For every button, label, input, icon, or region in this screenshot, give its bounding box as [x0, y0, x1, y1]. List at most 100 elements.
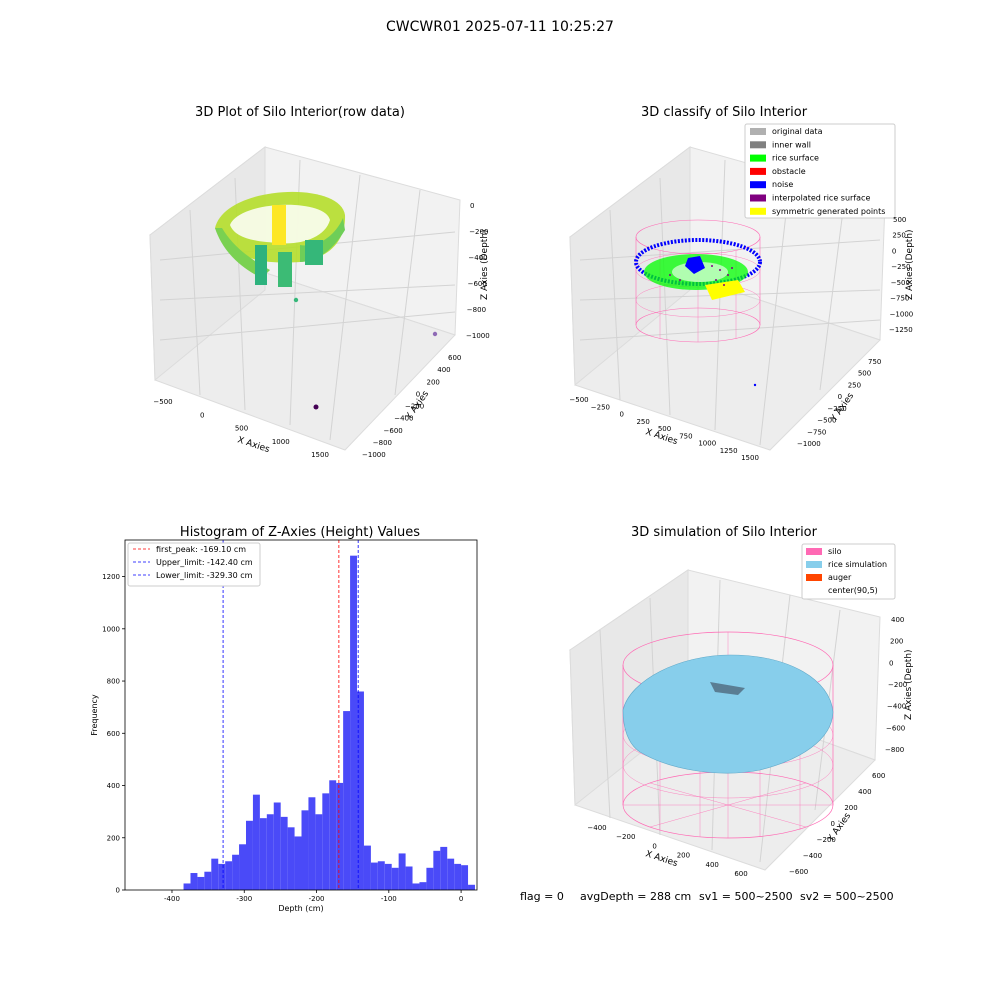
figure-title: CWCWR01 2025-07-11 10:25:27 — [386, 19, 614, 35]
histogram-legend-label: first_peak: -169.10 cm — [156, 545, 246, 554]
simulation-plot-x-tick-label: 600 — [734, 870, 747, 878]
raw-plot-x-ticks: −500 0 500 1000 1500 — [153, 398, 329, 459]
classify-plot-z-tick-label: −500 — [891, 279, 910, 287]
histogram-plot: Histogram of Z-Axies (Height) Values -40… — [90, 525, 478, 913]
classify-plot-title: 3D classify of Silo Interior — [641, 105, 808, 120]
histogram-bar — [454, 863, 462, 890]
simulation-legend-label: auger — [828, 573, 852, 582]
histogram-y-tick-label: 800 — [107, 678, 120, 686]
classify-symmetric-points — [705, 280, 745, 300]
classify-plot-y-tick-label: −500 — [817, 417, 836, 425]
histogram-bar — [426, 867, 434, 890]
histogram-y-tick-label: 1000 — [102, 625, 120, 633]
classify-plot-x-tick-label: −500 — [569, 396, 588, 404]
classify-legend-swatch — [750, 154, 766, 162]
raw-plot-x-tick-label: 0 — [200, 411, 204, 419]
histogram-bar — [308, 797, 316, 890]
simulation-plot-y-tick-label: −200 — [817, 836, 836, 844]
raw-plot-z-tick-label: −200 — [469, 228, 488, 236]
histogram-x-tick-label: -100 — [381, 895, 397, 903]
classify-plot-z-tick-label: 500 — [893, 216, 906, 224]
histogram-bar — [391, 867, 399, 890]
histogram-bar — [190, 873, 198, 890]
classify-legend-swatch — [750, 181, 766, 189]
raw-plot-y-tick-label: −800 — [373, 439, 392, 447]
classify-legend-label: noise — [772, 180, 793, 189]
histogram-bar — [266, 814, 274, 890]
simulation-legend-swatch — [806, 548, 822, 555]
simulation-plot-z-tick-label: −600 — [886, 724, 905, 732]
simulation-plot-z-tick-label: −400 — [887, 703, 906, 711]
histogram-y-tick-label: 0 — [116, 887, 120, 895]
histogram-bar — [294, 836, 302, 890]
histogram-x-tick-label: 0 — [459, 895, 463, 903]
histogram-bar — [197, 876, 205, 890]
classify-interpolated-points — [669, 265, 733, 286]
simulation-legend-label: center(90,5) — [828, 586, 878, 595]
raw-plot-z-tick-label: −600 — [468, 280, 487, 288]
classify-plot-side-pane — [569, 146, 691, 387]
histogram-legend: first_peak: -169.10 cm Upper_limit: -142.… — [127, 542, 261, 587]
raw-plot-z-tick-label: −1000 — [466, 332, 490, 340]
histogram-bar — [336, 782, 344, 890]
classify-legend-swatch — [750, 128, 766, 135]
raw-plot-y-tick-label: 200 — [427, 378, 440, 386]
classify-plot-z-tick-label: 250 — [892, 232, 905, 240]
histogram-x-axis-label: Depth (cm) — [278, 904, 323, 913]
simulation-rice-surface — [622, 654, 834, 774]
classify-plot-z-tick-label: −750 — [890, 295, 909, 303]
histogram-title: Histogram of Z-Axies (Height) Values — [180, 525, 420, 540]
histogram-x-tick-label: -200 — [309, 895, 325, 903]
simulation-plot-x-tick-label: 0 — [652, 842, 656, 850]
classify-legend-swatch — [750, 167, 766, 175]
histogram-bar — [412, 883, 420, 890]
raw-plot-outlier — [313, 404, 319, 410]
simulation-plot-x-tick-label: 200 — [677, 852, 690, 860]
classify-legend-swatch — [750, 194, 766, 202]
histogram-bar — [370, 862, 378, 890]
simulation-plot-y-tick-label: 200 — [844, 804, 857, 812]
histogram-bar — [419, 882, 427, 890]
footer-flag: flag = 0 — [520, 890, 564, 903]
histogram-bar — [225, 861, 233, 890]
classify-plot-y-tick-label: 0 — [838, 393, 842, 401]
simulation-plot-z-tick-label: −200 — [888, 681, 907, 689]
classify-plot-z-axis-label: Z Axies (Depth) — [905, 229, 915, 300]
classify-plot-y-tick-label: −250 — [827, 405, 846, 413]
raw-plot-z-tick-label: −400 — [468, 254, 487, 262]
histogram-bar — [363, 845, 371, 890]
raw-plot-cluster — [278, 252, 292, 287]
simulation-3d-plot: 3D simulation of Silo Interior — [568, 525, 914, 878]
footer-sv2: sv2 = 500~2500 — [800, 890, 894, 903]
classify-legend-label: inner wall — [772, 140, 811, 149]
histogram-bar — [280, 816, 288, 890]
classify-plot-z-tick-label: −250 — [891, 263, 910, 271]
histogram-bar — [384, 863, 392, 890]
raw-plot-y-tick-label: 0 — [416, 390, 420, 398]
raw-plot-x-tick-label: 1000 — [272, 438, 290, 446]
histogram-bar — [329, 780, 337, 890]
histogram-bar — [440, 846, 448, 890]
classify-plot-y-tick-label: 250 — [848, 381, 861, 389]
classify-plot-legend: original data inner wall rice surface obsta… — [744, 123, 896, 219]
simulation-plot-z-ticks: 400 200 0 −200 −400 −600 −800 — [885, 616, 907, 754]
simulation-plot-legend: silo rice simulation auger center(90,5) — [801, 543, 896, 600]
histogram-bar — [252, 794, 260, 890]
histogram-bar — [204, 871, 212, 890]
raw-plot-x-tick-label: −500 — [153, 398, 172, 406]
classify-plot-x-tick-label: 1500 — [741, 454, 759, 462]
classify-plot-y-tick-label: 500 — [858, 370, 871, 378]
classify-legend-label: original data — [772, 127, 823, 136]
simulation-plot-y-tick-label: −600 — [789, 868, 808, 876]
simulation-plot-x-ticks: −400 −200 0 200 400 600 — [587, 824, 747, 878]
raw-plot-cluster — [255, 245, 267, 285]
histogram-bar — [259, 818, 267, 890]
simulation-plot-y-tick-label: 0 — [831, 820, 835, 828]
simulation-plot-z-tick-label: 0 — [889, 659, 893, 667]
classify-plot-points — [634, 238, 762, 387]
raw-plot-y-tick-label: −400 — [394, 415, 413, 423]
histogram-bar — [447, 858, 455, 890]
raw-plot-outlier — [293, 297, 299, 303]
